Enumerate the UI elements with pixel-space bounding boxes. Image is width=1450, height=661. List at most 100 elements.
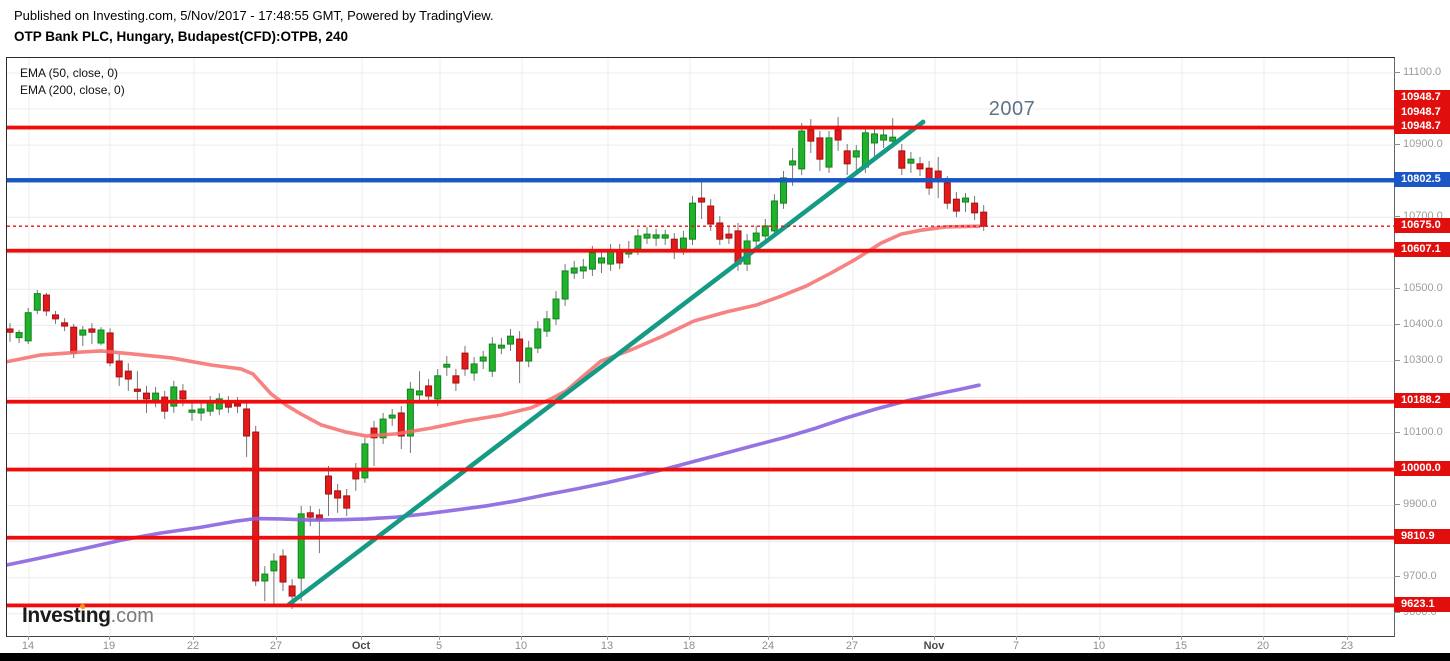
investing-logo-text: Invest xyxy=(22,604,81,627)
price-tick xyxy=(1394,504,1400,506)
candle-up xyxy=(270,560,278,572)
candle-up xyxy=(497,344,505,349)
annotation-2007: 2007 xyxy=(988,98,1036,120)
candle-up xyxy=(525,347,533,362)
candle-up xyxy=(852,150,860,158)
price-axis: 11100.0 10900.0 10700.0 10500.0 10400.0 10300… xyxy=(1394,57,1450,635)
candle-up xyxy=(188,409,196,413)
candle-down xyxy=(306,512,314,518)
candle-down xyxy=(898,150,906,169)
date-tick xyxy=(852,636,853,640)
chart-canvas xyxy=(7,58,1394,636)
price-level-badge: 10948.7 xyxy=(1394,90,1450,106)
candle-up xyxy=(416,390,423,396)
date-label: 10 xyxy=(514,640,528,652)
candle-up xyxy=(534,328,542,349)
ema200-legend-label: EMA (200, close, 0) xyxy=(20,83,125,97)
price-label: 10300.0 xyxy=(1403,353,1443,366)
candle-down xyxy=(980,211,988,227)
resistance-line xyxy=(7,125,1394,130)
candle-down xyxy=(42,294,50,312)
date-label: 7 xyxy=(1012,640,1020,652)
date-tick xyxy=(768,636,769,640)
candle-up xyxy=(579,266,587,272)
candle-up xyxy=(261,573,269,582)
candle-up xyxy=(962,197,969,203)
bottom-bar xyxy=(0,653,1450,661)
date-axis: 14 19 22 27 Oct 5 10 13 18 24 27 Nov 7 10 15 20 23 xyxy=(0,636,1450,654)
price-level-badge: 10000.0 xyxy=(1394,461,1450,477)
price-label: 11100.0 xyxy=(1403,65,1442,78)
candle-up xyxy=(479,356,487,362)
candle-up xyxy=(561,270,569,300)
price-label: 10100.0 xyxy=(1403,426,1443,438)
candle-down xyxy=(52,314,59,320)
candle-up xyxy=(33,293,41,311)
candle-down xyxy=(971,202,979,214)
candle-up xyxy=(470,363,478,374)
price-label: 10400.0 xyxy=(1403,317,1443,330)
support-line xyxy=(7,399,1394,404)
candle-down xyxy=(843,150,851,165)
candle-up xyxy=(361,443,369,479)
price-tick xyxy=(1394,612,1400,614)
date-label: 22 xyxy=(186,640,200,652)
candle-up xyxy=(789,160,797,166)
candle-up xyxy=(443,363,451,368)
ema200-line xyxy=(7,383,981,567)
date-tick xyxy=(109,636,110,640)
date-tick xyxy=(1263,636,1264,640)
candle-down xyxy=(516,338,524,362)
date-label: 13 xyxy=(600,640,614,652)
candle-down xyxy=(943,182,951,204)
date-tick xyxy=(439,636,440,640)
instrument-title: OTP Bank PLC, Hungary, Budapest(CFD):OTP… xyxy=(14,29,349,44)
candle-up xyxy=(152,392,160,401)
date-label: 27 xyxy=(845,640,859,652)
price-tick xyxy=(1394,215,1400,217)
candle-down xyxy=(397,412,405,437)
candle-down xyxy=(133,388,141,392)
date-label: 20 xyxy=(1256,640,1270,652)
candle-down xyxy=(334,490,342,499)
date-tick xyxy=(1181,636,1182,640)
candle-down xyxy=(707,205,715,225)
date-tick xyxy=(361,636,362,640)
date-label: 14 xyxy=(21,640,35,652)
candle-down xyxy=(425,385,433,397)
candle-up xyxy=(880,134,888,141)
candle-down xyxy=(461,352,469,370)
candle-up xyxy=(97,329,105,344)
candle-up xyxy=(388,414,396,419)
candle-down xyxy=(698,197,706,203)
candle-up xyxy=(643,233,651,239)
candle-up xyxy=(543,318,551,332)
date-tick xyxy=(607,636,608,640)
candle-down xyxy=(452,375,460,384)
date-tick xyxy=(1016,636,1017,640)
candle-up xyxy=(379,418,387,439)
date-tick xyxy=(689,636,690,640)
candle-down xyxy=(807,129,815,142)
candle-down xyxy=(143,392,150,400)
candle-down xyxy=(325,475,332,495)
candle-down xyxy=(115,360,123,378)
candle-up xyxy=(607,250,615,265)
candle-down xyxy=(88,328,96,333)
price-level-badge: 10948.7 xyxy=(1394,119,1450,135)
candle-up xyxy=(297,513,305,579)
investing-logo-text: .com xyxy=(110,605,154,627)
price-tick xyxy=(1394,323,1400,325)
candle-down xyxy=(7,328,14,333)
date-label: 5 xyxy=(435,640,443,652)
price-level-badge: 10675.0 xyxy=(1394,217,1450,233)
date-label: 23 xyxy=(1340,640,1354,652)
support-line xyxy=(7,535,1394,540)
date-label-month: Nov xyxy=(923,640,945,652)
price-level-badge: 10948.7 xyxy=(1394,104,1450,120)
candle-up xyxy=(652,234,660,239)
support-line xyxy=(7,248,1394,253)
price-label: 10900.0 xyxy=(1403,137,1443,150)
date-tick xyxy=(1099,636,1100,640)
candle-down xyxy=(179,390,187,400)
